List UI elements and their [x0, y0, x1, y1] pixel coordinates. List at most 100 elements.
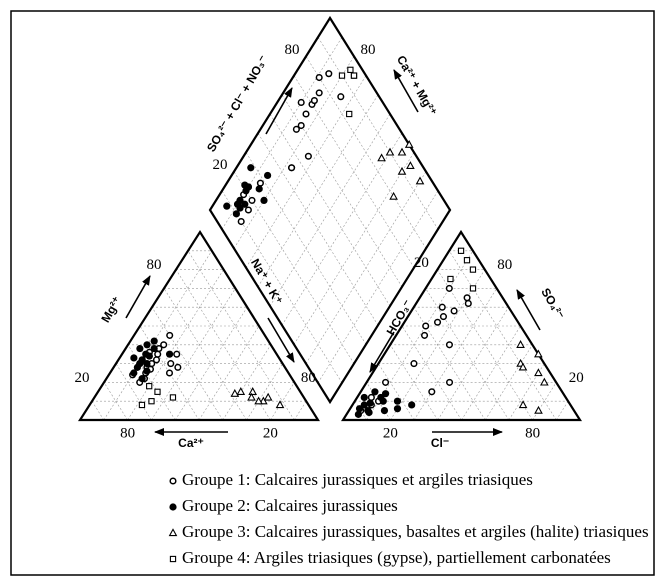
grid-line [245, 75, 367, 268]
point [136, 344, 144, 353]
point [256, 179, 264, 187]
legend: Groupe 1: Calcaires jurassiques et argil… [168, 470, 649, 567]
point [232, 210, 240, 218]
tick-label: 20 [569, 370, 584, 386]
tick-label: 80 [147, 257, 162, 273]
grid [91, 37, 569, 421]
point [247, 164, 255, 172]
grid-line [151, 288, 236, 421]
point [422, 322, 430, 330]
grid-line [532, 382, 557, 421]
grid-line [187, 250, 295, 421]
point [445, 341, 454, 349]
grid-line [317, 37, 439, 230]
point [446, 378, 454, 386]
point [516, 340, 525, 348]
point [365, 408, 373, 417]
point [236, 204, 244, 212]
point [337, 93, 345, 101]
point [366, 399, 374, 407]
point [166, 350, 174, 358]
point [534, 349, 543, 358]
point [130, 369, 138, 377]
point [347, 66, 354, 73]
grid-line [139, 325, 200, 421]
tick-label: 80 [301, 370, 316, 386]
point [130, 354, 138, 362]
point [236, 387, 246, 395]
point [136, 360, 144, 368]
point [167, 360, 175, 368]
point [241, 200, 249, 208]
point [385, 147, 395, 156]
point [469, 285, 477, 292]
point [302, 110, 310, 118]
point [264, 171, 272, 180]
point [439, 313, 448, 321]
point [263, 392, 273, 401]
point [248, 196, 256, 204]
nak-arrow [267, 317, 295, 363]
legend-label: Groupe 2: Calcaires jurassiques [182, 496, 398, 515]
points [129, 66, 549, 418]
legend-label: Groupe 1: Calcaires jurassiques et argil… [182, 470, 533, 489]
grid-line [198, 325, 260, 421]
axis-title: Cl⁻ [431, 436, 449, 450]
grid-line [461, 325, 521, 421]
point [236, 196, 244, 204]
point [292, 125, 300, 133]
point [255, 185, 263, 193]
point [241, 181, 249, 189]
point [346, 110, 353, 118]
point [148, 398, 155, 405]
point [463, 257, 471, 264]
grid-line [281, 133, 403, 326]
grid-line [293, 152, 415, 345]
point [450, 307, 458, 315]
tick-label: 20 [263, 425, 278, 441]
point [420, 331, 429, 339]
axis-title: SO₄²⁻ [538, 286, 567, 322]
point [166, 331, 174, 339]
point [377, 153, 386, 162]
point [397, 166, 407, 175]
point [150, 344, 158, 353]
grid-line [91, 401, 105, 421]
grid-line [115, 363, 152, 421]
point [146, 383, 153, 390]
grid-line [366, 382, 391, 421]
point [410, 360, 418, 368]
grid-line [222, 344, 272, 421]
grid-line [293, 401, 307, 421]
tick-label: 80 [120, 425, 135, 441]
grid-line [556, 401, 569, 421]
hco3-arrow [369, 331, 395, 373]
grid-line [269, 113, 391, 307]
grid-line [425, 288, 510, 421]
point [304, 152, 312, 160]
grid-line [413, 288, 497, 421]
point [445, 284, 453, 292]
point [367, 393, 375, 401]
grid-line [163, 288, 247, 421]
point [297, 121, 305, 130]
point [154, 388, 161, 395]
point [354, 410, 362, 418]
point [433, 318, 442, 326]
legend-label: Groupe 4: Argiles triasiques (gypse), pa… [182, 548, 611, 567]
point [415, 176, 425, 185]
point [169, 394, 177, 401]
point [143, 360, 151, 368]
point [260, 196, 268, 204]
point [518, 400, 528, 409]
tick-label: 20 [213, 157, 228, 173]
grid-line [401, 325, 462, 421]
point [540, 377, 549, 386]
grid-line [245, 152, 367, 345]
point [380, 407, 389, 415]
grid-line [257, 133, 379, 326]
point [247, 392, 256, 401]
point [404, 139, 414, 148]
point [143, 367, 151, 375]
